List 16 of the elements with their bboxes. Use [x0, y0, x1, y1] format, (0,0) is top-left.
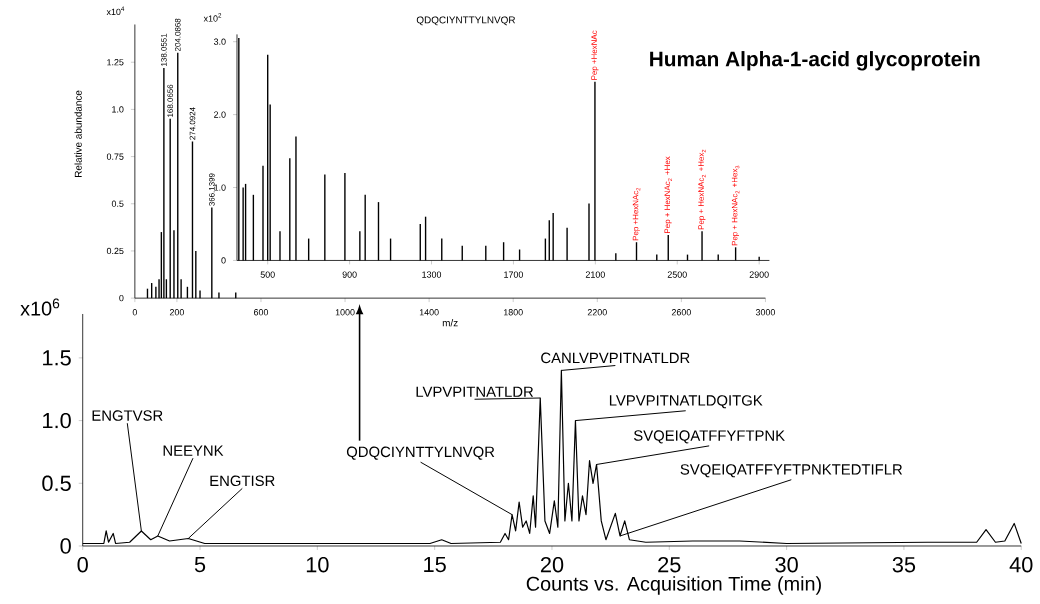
- x-tick-label: 30: [775, 557, 798, 573]
- y-tick-label: 0.5: [42, 475, 71, 492]
- x-tick-label: 25: [658, 557, 681, 573]
- y-tick-label: 1.5: [43, 350, 71, 366]
- x-tick-label: 20: [540, 557, 564, 573]
- chart-title: Human Alpha-1-acid glycoprotein: [650, 51, 980, 71]
- x-tick-label: 5: [194, 557, 206, 573]
- x-tick-label: 10: [306, 557, 329, 573]
- x-tick-label: 40: [1009, 557, 1033, 573]
- x-tick-label: 0: [77, 557, 88, 573]
- x-tick-label: 15: [424, 557, 446, 573]
- y-tick-label: 0: [60, 538, 71, 554]
- x-tick-label: 35: [892, 557, 916, 573]
- y-axis-title: x10$^{6}$: [20, 298, 60, 316]
- x-axis-title: Counts vs. Acquisition Time (min): [526, 576, 821, 595]
- y-tick-label: 1.0: [43, 413, 71, 429]
